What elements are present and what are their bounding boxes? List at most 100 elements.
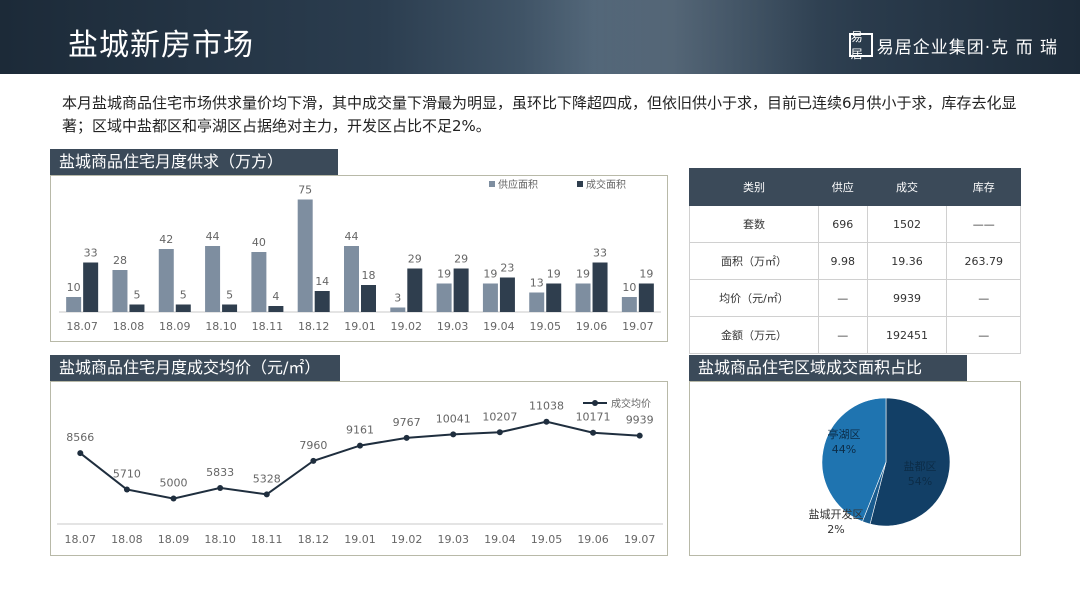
price-data-label: 8566 [66, 431, 94, 444]
pie-slice [821, 397, 887, 522]
bar-data-label: 19 [437, 268, 451, 281]
price-data-label: 5833 [206, 466, 234, 479]
table-row: 套数 696 1502 —— [689, 205, 1021, 243]
district-pie-chart: 盐都区 54% 盐城开发区 2% 亭湖区 44% [809, 397, 951, 536]
price-chart-label: 盐城商品住宅月度成交均价（元/㎡） [50, 355, 340, 381]
bar-data-label: 75 [298, 184, 312, 197]
page-title: 盐城新房市场 [68, 28, 254, 63]
price-point [543, 418, 550, 425]
x-tick-label: 19.07 [622, 320, 654, 333]
bar-data-label: 10 [622, 281, 636, 294]
price-line-chart: 8566 18.07 5710 18.08 5000 18.09 5833 18.10 5328… [57, 397, 663, 546]
x-tick-label: 18.10 [205, 320, 237, 333]
x-tick-label: 19.05 [529, 320, 561, 333]
pie-slice-percent: 2% [827, 523, 844, 536]
x-tick-label: 19.07 [624, 533, 656, 546]
bar-deal [361, 285, 376, 312]
bar-deal [222, 304, 238, 312]
x-tick-label: 18.11 [251, 533, 283, 546]
x-tick-label: 18.09 [159, 320, 191, 333]
bar-data-label: 19 [547, 268, 561, 281]
bar-deal [453, 268, 469, 312]
legend-label: 成交均价 [611, 397, 651, 410]
bar-supply [158, 249, 174, 312]
x-tick-label: 19.06 [577, 533, 609, 546]
table-cell: —— [946, 205, 1021, 243]
bar-data-label: 5 [133, 289, 140, 302]
bar-data-label: 28 [113, 254, 127, 267]
x-tick-label: 19.04 [484, 533, 516, 546]
table-cell: 192451 [866, 316, 948, 354]
x-tick-label: 19.05 [531, 533, 563, 546]
table-row: 面积（万㎡） 9.98 19.36 263.79 [689, 242, 1021, 280]
table-cell: 696 [817, 205, 868, 243]
price-point [77, 450, 84, 457]
table-row: 均价（元/㎡） — 9939 — [689, 279, 1021, 317]
table-cell: — [817, 316, 868, 354]
table-header-cell: 类别 [689, 168, 819, 206]
price-data-label: 11038 [529, 400, 564, 413]
bar-data-label: 14 [315, 275, 329, 288]
supply-chart-panel: 10 33 18.07 28 5 18.08 42 5 18.09 44 5 18.10 40 4 18.1… [50, 175, 668, 342]
bar-deal [638, 283, 654, 312]
bar-data-label: 19 [576, 268, 590, 281]
x-tick-label: 19.01 [344, 320, 376, 333]
logo-mark-icon: 易居 [848, 30, 873, 61]
price-point [123, 486, 130, 493]
price-point [590, 429, 597, 436]
bar-deal [175, 304, 191, 312]
bar-data-label: 5 [180, 289, 187, 302]
table-cell: 263.79 [946, 242, 1021, 280]
bar-data-label: 4 [272, 290, 279, 303]
price-point [170, 495, 177, 502]
bar-supply [621, 297, 637, 312]
price-point [496, 429, 503, 436]
price-data-label: 7960 [299, 439, 327, 452]
table-cell: 均价（元/㎡） [689, 279, 819, 317]
x-tick-label: 18.12 [298, 320, 330, 333]
bar-data-label: 3 [394, 292, 401, 305]
pie-chart-panel: 盐都区 54% 盐城开发区 2% 亭湖区 44% [689, 381, 1021, 556]
bar-data-label: 33 [593, 247, 607, 260]
price-chart-panel: 8566 18.07 5710 18.08 5000 18.09 5833 18.10 5328… [50, 381, 668, 556]
bar-deal [268, 306, 284, 312]
summary-text: 本月盐城商品住宅市场供求量价均下滑，其中成交量下滑最为明显，虽环比下降超四成，但… [62, 94, 1017, 135]
price-point [217, 484, 224, 491]
bar-supply [112, 270, 128, 312]
legend-marker [592, 400, 598, 406]
x-tick-label: 18.08 [113, 320, 145, 333]
table-cell: 9.98 [817, 242, 868, 280]
page-header: 盐城新房市场 易居 易居企业集团·克 而 瑞 [0, 0, 1080, 74]
x-tick-label: 19.02 [391, 320, 423, 333]
pie-slice-name: 亭湖区 [828, 427, 861, 441]
pie-slice-percent: 44% [832, 443, 856, 456]
bar-supply [390, 307, 406, 312]
bar-deal [499, 277, 515, 312]
pie-slice-name: 盐都区 [904, 460, 937, 473]
x-tick-label: 19.02 [391, 533, 423, 546]
price-data-label: 5000 [160, 477, 188, 490]
price-point [310, 457, 317, 464]
price-point [357, 442, 363, 449]
price-point [636, 432, 643, 439]
bar-deal [592, 262, 608, 312]
x-tick-label: 18.08 [111, 533, 143, 546]
x-tick-label: 19.06 [576, 320, 608, 333]
bar-supply [66, 297, 82, 312]
logo-text: 易居企业集团·克 而 瑞 [876, 37, 1058, 58]
x-tick-label: 18.07 [65, 533, 97, 546]
legend-swatch [577, 181, 583, 187]
bar-data-label: 33 [84, 247, 98, 260]
bar-deal [546, 283, 562, 312]
bar-data-label: 19 [639, 268, 653, 281]
table-cell: — [817, 279, 868, 317]
bar-data-label: 5 [226, 289, 233, 302]
legend-label: 供应面积 [498, 178, 538, 191]
table-header-cell: 库存 [946, 168, 1021, 206]
x-tick-label: 18.11 [252, 320, 284, 333]
bar-data-label: 23 [500, 262, 514, 275]
price-data-label: 10041 [436, 412, 471, 425]
table-cell: 面积（万㎡） [689, 242, 819, 280]
bar-data-label: 29 [454, 253, 468, 266]
x-tick-label: 18.07 [66, 320, 98, 333]
